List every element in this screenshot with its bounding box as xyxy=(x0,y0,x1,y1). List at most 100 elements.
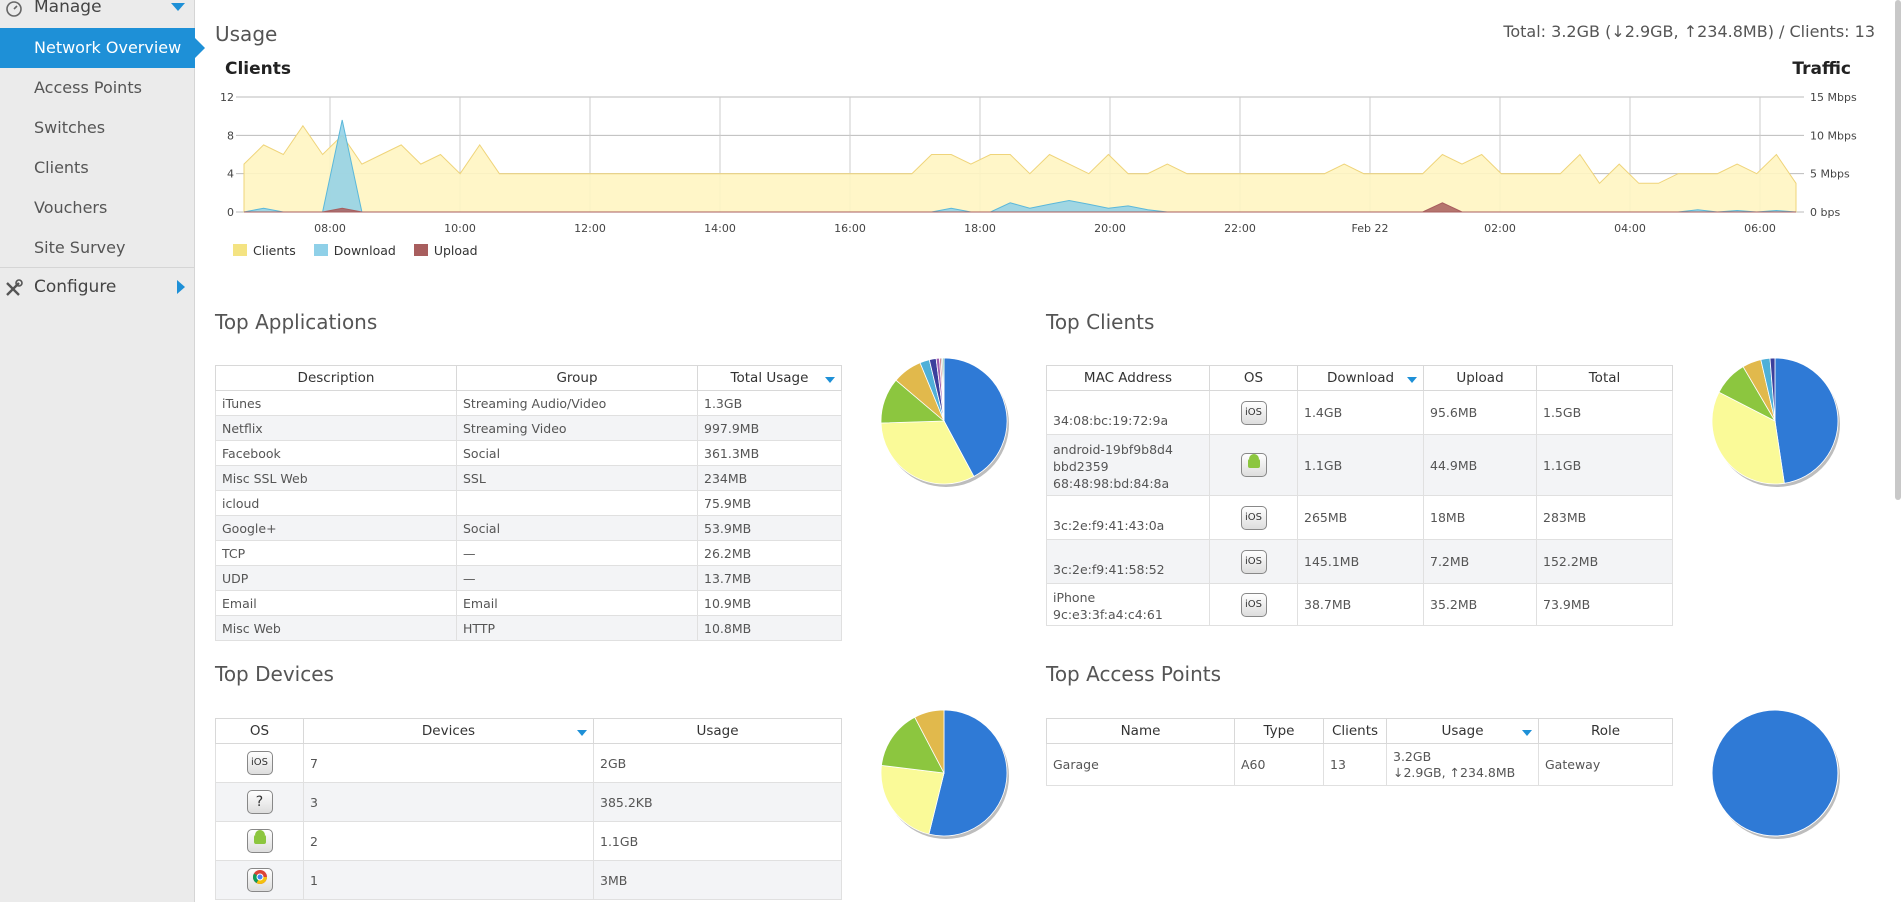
cell-upload: 35.2MB xyxy=(1423,583,1537,626)
cell-group: Streaming Video xyxy=(456,415,698,441)
column-header-download[interactable]: Download xyxy=(1297,365,1424,391)
sidebar-item-switches[interactable]: Switches xyxy=(0,108,195,148)
pie-slice[interactable] xyxy=(942,357,945,422)
cell-download: 1.1GB xyxy=(1297,434,1424,496)
table-row[interactable]: 3c:2e:f9:41:58:52 iOS 145.1MB 7.2MB 152.2MB xyxy=(1046,539,1673,584)
column-header-name[interactable]: Name xyxy=(1046,718,1235,744)
cell-download: 265MB xyxy=(1297,495,1424,540)
column-header-label: Total xyxy=(1588,370,1621,386)
column-header-description[interactable]: Description xyxy=(215,365,457,391)
x-tick-label: 02:00 xyxy=(1484,222,1516,235)
left-tick-label: 4 xyxy=(227,168,234,181)
sidebar-divider xyxy=(0,267,195,268)
top-devices-table: OS Devices Usage iOS 7 2GB? 3 385.2KB 2 1.1GB 1… xyxy=(215,718,842,900)
column-header-clients[interactable]: Clients xyxy=(1323,718,1387,744)
cell-total-usage: 10.9MB xyxy=(697,590,842,616)
legend-item-clients[interactable]: Clients xyxy=(233,243,296,258)
table-row[interactable]: iOS 7 2GB xyxy=(215,743,842,783)
sidebar-configure-header[interactable]: Configure xyxy=(0,268,195,308)
ap-usage-detail: ↓2.9GB, ↑234.8MB xyxy=(1393,764,1516,780)
column-header-mac-address[interactable]: MAC Address xyxy=(1046,365,1210,391)
column-header-type[interactable]: Type xyxy=(1234,718,1324,744)
right-tick-label: 15 Mbps xyxy=(1810,91,1857,104)
cell-usage: 3MB xyxy=(593,860,842,900)
table-row[interactable]: Misc SSL Web SSL 234MB xyxy=(215,465,842,491)
column-header-usage[interactable]: Usage xyxy=(1386,718,1539,744)
pie-slice[interactable] xyxy=(943,357,1008,478)
legend-label: Download xyxy=(333,243,396,258)
sidebar-item-vouchers[interactable]: Vouchers xyxy=(0,188,195,228)
table-row[interactable]: Google+ Social 53.9MB xyxy=(215,515,842,541)
column-header-label: OS xyxy=(249,723,270,739)
pie-slice[interactable] xyxy=(1711,391,1785,485)
sidebar-item-label: Vouchers xyxy=(34,198,108,217)
cell-mac-address: 3c:2e:f9:41:58:52 xyxy=(1046,539,1210,584)
cell-mac-address: android-19bf9b8d4bbd2359 68:48:98:bd:84:8… xyxy=(1046,434,1210,496)
legend-item-download[interactable]: Download xyxy=(313,243,396,258)
sidebar-item-label: Switches xyxy=(34,118,106,137)
table-row[interactable]: TCP —26.2MB xyxy=(215,540,842,566)
client-mac: 68:48:98:bd:84:8a xyxy=(1053,475,1170,491)
scrollbar[interactable] xyxy=(1895,0,1901,500)
table-row[interactable]: Email Email 10.9MB xyxy=(215,590,842,616)
table-row[interactable]: 34:08:bc:19:72:9a iOS 1.4GB 95.6MB 1.5GB xyxy=(1046,390,1673,435)
cell-total: 1.5GB xyxy=(1536,390,1673,435)
pie-slice[interactable] xyxy=(1769,357,1776,422)
column-header-total-usage[interactable]: Total Usage xyxy=(697,365,842,391)
table-row[interactable]: ? 3 385.2KB xyxy=(215,782,842,822)
column-header-os[interactable]: OS xyxy=(215,718,304,744)
sidebar-item-network-overview[interactable]: Network Overview xyxy=(0,28,205,68)
client-mac: 9c:e3:3f:a4:c4:61 xyxy=(1053,606,1163,622)
table-row[interactable]: iTunes Streaming Audio/Video 1.3GB xyxy=(215,390,842,416)
cell-group: SSL xyxy=(456,465,698,491)
right-axis-title: Traffic xyxy=(1792,59,1851,79)
cell-description: iTunes xyxy=(215,390,457,416)
legend-label: Clients xyxy=(253,243,296,258)
table-row[interactable]: 1 3MB xyxy=(215,860,842,900)
column-header-devices[interactable]: Devices xyxy=(303,718,594,744)
pie-slice[interactable] xyxy=(880,764,945,835)
table-row[interactable]: Netflix Streaming Video 997.9MB xyxy=(215,415,842,441)
pie-slice[interactable] xyxy=(1711,709,1839,837)
pie-slice[interactable] xyxy=(928,709,1008,837)
pie-slice[interactable] xyxy=(914,709,945,774)
sidebar-manage-header[interactable]: Manage xyxy=(0,0,195,28)
table-row[interactable]: 3c:2e:f9:41:43:0a iOS 265MB 18MB 283MB xyxy=(1046,495,1673,540)
legend-swatch-upload xyxy=(413,244,428,256)
table-row[interactable]: Facebook Social 361.3MB xyxy=(215,440,842,466)
sidebar-item-site-survey[interactable]: Site Survey xyxy=(0,228,195,268)
cell-mac-address: 34:08:bc:19:72:9a xyxy=(1046,390,1210,435)
left-axis-title: Clients xyxy=(225,59,292,79)
ios-icon: iOS xyxy=(1240,505,1267,530)
cell-usage: 1.1GB xyxy=(593,821,842,861)
cell-devices: 2 xyxy=(303,821,594,861)
table-row[interactable]: android-19bf9b8d4bbd2359 68:48:98:bd:84:8… xyxy=(1046,434,1673,496)
table-row[interactable]: Misc Web HTTP 10.8MB xyxy=(215,615,842,641)
pie-slice[interactable] xyxy=(880,420,975,485)
cell-os: iOS xyxy=(215,743,304,783)
column-header-total[interactable]: Total xyxy=(1536,365,1673,391)
column-header-label: Description xyxy=(297,370,375,386)
cell-total: 283MB xyxy=(1536,495,1673,540)
legend-item-upload[interactable]: Upload xyxy=(413,243,478,258)
column-header-usage[interactable]: Usage xyxy=(593,718,842,744)
table-row[interactable]: Garage A60 13 3.2GB ↓2.9GB, ↑234.8MB Gateway xyxy=(1046,743,1673,786)
sidebar-item-access-points[interactable]: Access Points xyxy=(0,68,195,108)
column-header-os[interactable]: OS xyxy=(1209,365,1298,391)
table-row[interactable]: iPhone 9c:e3:3f:a4:c4:61 iOS 38.7MB 35.2MB 73… xyxy=(1046,583,1673,626)
table-row[interactable]: icloud 75.9MB xyxy=(215,490,842,516)
cell-upload: 7.2MB xyxy=(1423,539,1537,584)
column-header-role[interactable]: Role xyxy=(1538,718,1673,744)
top-access-points-title: Top Access Points xyxy=(1046,662,1222,686)
sidebar-item-clients[interactable]: Clients xyxy=(0,148,195,188)
table-row[interactable]: UDP —13.7MB xyxy=(215,565,842,591)
column-header-label: Usage xyxy=(696,723,739,739)
table-row[interactable]: 2 1.1GB xyxy=(215,821,842,861)
column-header-upload[interactable]: Upload xyxy=(1423,365,1537,391)
pie-slice[interactable] xyxy=(881,716,945,774)
pie-slice[interactable] xyxy=(1774,357,1839,484)
column-header-group[interactable]: Group xyxy=(456,365,698,391)
cell-usage: 3.2GB ↓2.9GB, ↑234.8MB xyxy=(1386,743,1539,786)
sort-desc-icon xyxy=(1522,730,1532,736)
client-name: android-19bf9b8d4bbd2359 xyxy=(1053,441,1173,474)
